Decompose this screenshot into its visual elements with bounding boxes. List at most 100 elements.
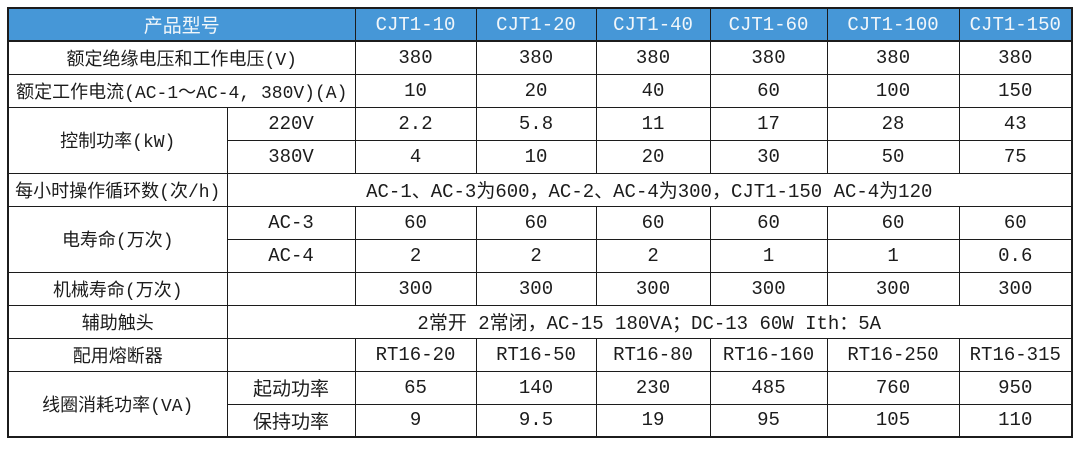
- row-mechanical-life: 机械寿命(万次) 300 300 300 300 300 300: [7, 271, 1073, 306]
- value-cell: 300: [958, 271, 1073, 306]
- value-cell: 10: [354, 73, 477, 108]
- header-model: CJT1-60: [709, 7, 828, 42]
- value-cell: RT16-315: [958, 337, 1073, 372]
- header-model: CJT1-20: [475, 7, 597, 42]
- value-cell: 60: [826, 205, 960, 240]
- value-cell: 17: [709, 106, 828, 141]
- value-cell: 43: [958, 106, 1073, 141]
- value-cell: 5.8: [475, 106, 597, 141]
- row-auxiliary-contacts: 辅助触头 2常开 2常闭，AC-15 180VA；DC-13 60W Ith：5…: [7, 304, 1073, 339]
- row-rated-current: 额定工作电流(AC-1～AC-4, 380V)(A) 10 20 40 60 1…: [7, 73, 1073, 108]
- value-cell: 2: [354, 238, 477, 273]
- row-label-insulation-voltage: 额定绝缘电压和工作电压(V): [7, 40, 356, 75]
- value-cell: 2.2: [354, 106, 477, 141]
- value-cell: 50: [826, 139, 960, 174]
- value-cell: 60: [709, 205, 828, 240]
- header-model: CJT1-150: [958, 7, 1073, 42]
- value-cell: 40: [595, 73, 711, 108]
- operations-per-hour-value: AC-1、AC-3为600，AC-2、AC-4为300，CJT1-150 AC-…: [226, 172, 1073, 207]
- value-cell: RT16-250: [826, 337, 960, 372]
- value-cell: 100: [826, 73, 960, 108]
- value-cell: 230: [595, 370, 711, 405]
- row-label-mechanical-life: 机械寿命(万次): [7, 271, 228, 306]
- value-cell: 150: [958, 73, 1073, 108]
- value-cell: 75: [958, 139, 1073, 174]
- value-cell: RT16-50: [475, 337, 597, 372]
- value-cell: 2: [595, 238, 711, 273]
- value-cell: 105: [826, 403, 960, 438]
- value-cell: 380: [826, 40, 960, 75]
- value-cell: 60: [354, 205, 477, 240]
- value-cell: 300: [709, 271, 828, 306]
- row-label-auxiliary-contacts: 辅助触头: [7, 304, 228, 339]
- value-cell: RT16-80: [595, 337, 711, 372]
- row-label-control-power: 控制功率(kW): [7, 106, 228, 174]
- row-label-rated-current: 额定工作电流(AC-1～AC-4, 380V)(A): [7, 73, 356, 108]
- value-cell: 300: [595, 271, 711, 306]
- value-cell: 300: [354, 271, 477, 306]
- row-label-operations-per-hour: 每小时操作循环数(次/h): [7, 172, 228, 207]
- empty-sub-cell: [226, 337, 356, 372]
- row-control-power-380v: 380V 4 10 20 30 50 75: [8, 139, 1073, 174]
- row-label-fuse: 配用熔断器: [7, 337, 228, 372]
- header-product-label: 产品型号: [7, 7, 356, 42]
- sub-label-220v: 220V: [226, 106, 356, 141]
- value-cell: 760: [826, 370, 960, 405]
- value-cell: 1: [826, 238, 960, 273]
- value-cell: 60: [958, 205, 1073, 240]
- value-cell: 300: [826, 271, 960, 306]
- sub-label-holding-power: 保持功率: [226, 403, 356, 438]
- header-model: CJT1-40: [595, 7, 711, 42]
- value-cell: 4: [354, 139, 477, 174]
- sub-label-ac3: AC-3: [226, 205, 356, 240]
- value-cell: 140: [475, 370, 597, 405]
- value-cell: 950: [958, 370, 1073, 405]
- value-cell: 380: [709, 40, 828, 75]
- value-cell: 11: [595, 106, 711, 141]
- value-cell: RT16-20: [354, 337, 477, 372]
- row-control-power-220v: 控制功率(kW) 220V 2.2 5.8 11 17 28 43: [7, 106, 1073, 174]
- value-cell: 60: [595, 205, 711, 240]
- value-cell: 9: [354, 403, 477, 438]
- sub-label-380v: 380V: [226, 139, 356, 174]
- value-cell: 1: [709, 238, 828, 273]
- row-coil-power-hold: 保持功率 9 9.5 19 95 105 110: [8, 403, 1073, 438]
- row-operations-per-hour: 每小时操作循环数(次/h) AC-1、AC-3为600，AC-2、AC-4为30…: [7, 172, 1073, 207]
- row-coil-power-start: 线圈消耗功率(VA) 起动功率 65 140 230 485 760 950: [7, 370, 1073, 438]
- sub-label-starting-power: 起动功率: [226, 370, 356, 405]
- value-cell: 380: [354, 40, 477, 75]
- value-cell: 2: [475, 238, 597, 273]
- value-cell: 65: [354, 370, 477, 405]
- value-cell: 9.5: [475, 403, 597, 438]
- value-cell: 20: [595, 139, 711, 174]
- auxiliary-contacts-value: 2常开 2常闭，AC-15 180VA；DC-13 60W Ith：5A: [226, 304, 1073, 339]
- row-insulation-voltage: 额定绝缘电压和工作电压(V) 380 380 380 380 380 380: [7, 40, 1073, 75]
- value-cell: 380: [595, 40, 711, 75]
- value-cell: 485: [709, 370, 828, 405]
- value-cell: 20: [475, 73, 597, 108]
- empty-sub-cell: [226, 271, 356, 306]
- value-cell: 28: [826, 106, 960, 141]
- spec-table: 产品型号 CJT1-10 CJT1-20 CJT1-40 CJT1-60 CJT…: [7, 7, 1074, 438]
- value-cell: 10: [475, 139, 597, 174]
- row-label-electrical-life: 电寿命(万次): [7, 205, 228, 273]
- value-cell: 60: [475, 205, 597, 240]
- header-model: CJT1-100: [826, 7, 960, 42]
- row-electrical-life-ac3: 电寿命(万次) AC-3 60 60 60 60 60 60: [7, 205, 1073, 273]
- row-label-coil-power: 线圈消耗功率(VA): [7, 370, 228, 438]
- value-cell: 60: [709, 73, 828, 108]
- header-row: 产品型号 CJT1-10 CJT1-20 CJT1-40 CJT1-60 CJT…: [7, 7, 1073, 42]
- value-cell: 380: [958, 40, 1073, 75]
- value-cell: 300: [475, 271, 597, 306]
- value-cell: 95: [709, 403, 828, 438]
- row-electrical-life-ac4: AC-4 2 2 2 1 1 0.6: [8, 238, 1073, 273]
- value-cell: 19: [595, 403, 711, 438]
- row-fuse: 配用熔断器 RT16-20 RT16-50 RT16-80 RT16-160 R…: [7, 337, 1073, 372]
- value-cell: 110: [958, 403, 1073, 438]
- value-cell: 380: [475, 40, 597, 75]
- sub-label-ac4: AC-4: [226, 238, 356, 273]
- value-cell: 30: [709, 139, 828, 174]
- value-cell: RT16-160: [709, 337, 828, 372]
- value-cell: 0.6: [958, 238, 1073, 273]
